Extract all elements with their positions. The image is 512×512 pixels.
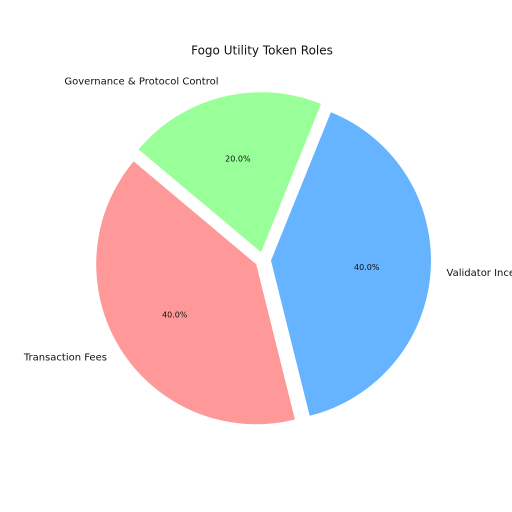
pct-label: 40.0%	[162, 311, 188, 320]
pie-slice	[138, 92, 322, 253]
pct-label: 20.0%	[225, 155, 251, 164]
slice-label: Validator Incentives	[447, 268, 512, 279]
pie-slice	[96, 161, 295, 425]
pie-slice	[270, 112, 431, 416]
slice-label: Transaction Fees	[23, 353, 107, 364]
pct-label: 40.0%	[354, 263, 380, 272]
slice-label: Governance & Protocol Control	[64, 76, 218, 87]
chart-title: Fogo Utility Token Roles	[191, 44, 333, 58]
